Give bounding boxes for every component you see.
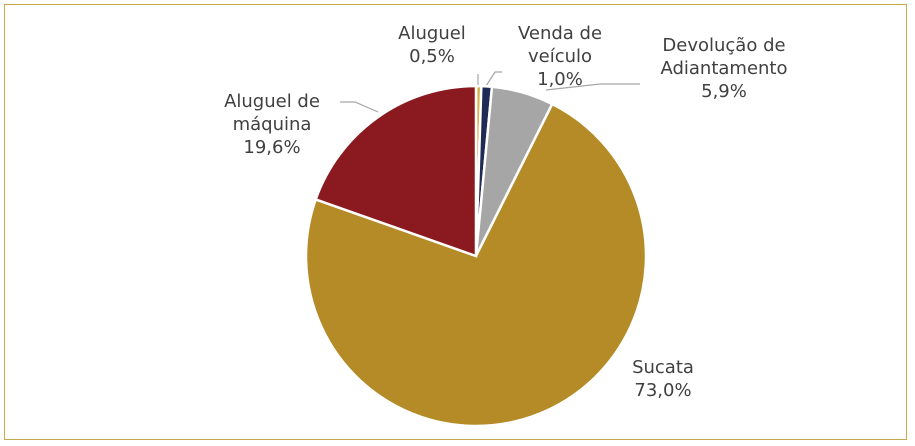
slice-label: Aluguel de máquina 19,6% (205, 90, 340, 159)
chart-border (4, 4, 907, 440)
value-label: 1,0% (537, 69, 583, 90)
value-label: 5,9% (701, 81, 747, 102)
category-label: Aluguel (398, 23, 466, 44)
pie-slice (304, 102, 648, 428)
slice-label: Devolução de Adiantamento 5,9% (634, 34, 814, 103)
category-label: Venda de veículo (517, 23, 603, 67)
leader-line (485, 71, 502, 87)
value-label: 73,0% (634, 380, 692, 401)
slice-label: Aluguel 0,5% (392, 22, 472, 68)
leader-line (340, 101, 379, 113)
leader-line (545, 83, 640, 91)
slice-label: Sucata 73,0% (618, 356, 708, 402)
slice-label: Venda de veículo 1,0% (505, 22, 615, 91)
pie-slice (314, 84, 478, 258)
value-label: 19,6% (243, 137, 301, 158)
category-label: Devolução de Adiantamento (660, 35, 788, 79)
category-label: Sucata (632, 357, 694, 378)
value-label: 0,5% (409, 46, 455, 67)
category-label: Aluguel de máquina (224, 91, 320, 135)
leader-lines (340, 71, 640, 113)
